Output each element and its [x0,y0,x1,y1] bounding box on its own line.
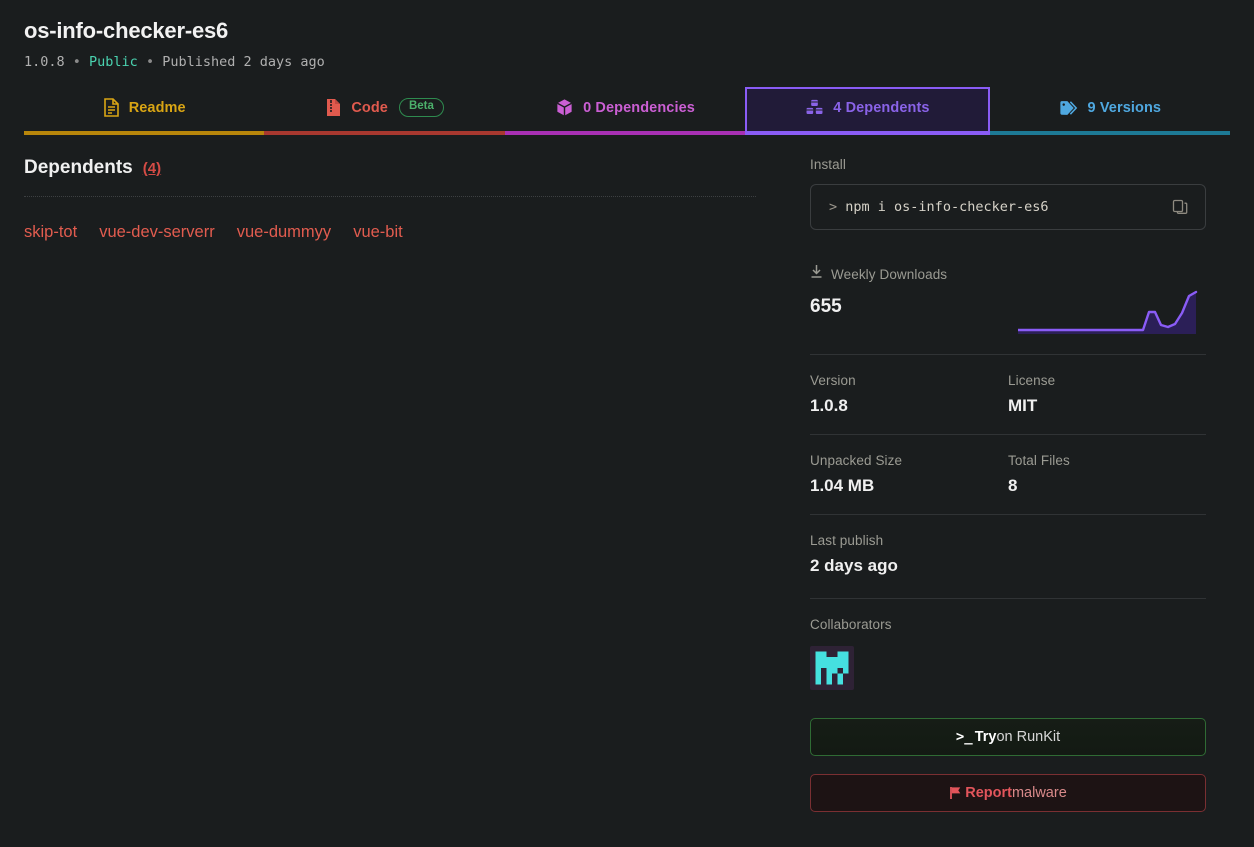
tab-dependencies-underline [504,131,746,135]
tab-dependencies-label: 0 Dependencies [583,99,695,116]
last-publish-block: Last publish 2 days ago [810,515,1206,576]
dependents-heading: Dependents (4) [24,157,756,179]
page-body: Dependents (4) skip-tot vue-dev-serverr … [0,157,1254,812]
total-files-label: Total Files [1008,453,1070,468]
tab-versions-label: 9 Versions [1087,99,1162,116]
last-publish-value: 2 days ago [810,556,898,575]
package-tabs: Readme Code Beta 0 Dependen [0,87,1254,135]
runkit-label-rest: on RunKit [996,729,1061,745]
malware-label-rest: malware [1011,785,1067,801]
unpacked-size-value: 1.04 MB [810,476,875,495]
beta-badge: Beta [398,98,444,117]
dependents-list: skip-tot vue-dev-serverr vue-dummyy vue-… [24,223,756,242]
main-column: Dependents (4) skip-tot vue-dev-serverr … [24,157,786,812]
tab-code[interactable]: Code Beta [264,87,505,135]
unpacked-size-block: Unpacked Size 1.04 MB [810,435,1008,496]
flag-icon [949,786,962,800]
list-item[interactable]: vue-dummyy [236,223,332,241]
total-files-block: Total Files 8 [1008,435,1206,496]
meta-published: Published 2 days ago [162,54,325,70]
tab-dependencies[interactable]: 0 Dependencies [504,87,746,135]
license-value: MIT [1008,396,1038,415]
list-item[interactable]: vue-dev-serverr [99,223,215,241]
install-label: Install [810,157,846,172]
collaborators-label: Collaborators [810,617,892,632]
weekly-downloads-header: Weekly Downloads [810,264,1206,284]
tab-readme-underline [24,131,265,135]
version-license-row: Version 1.0.8 License MIT [810,355,1206,416]
code-file-icon [325,98,342,117]
runkit-label-strong: Try [974,729,997,745]
tags-icon [1059,99,1079,117]
tab-versions-underline [989,131,1231,135]
list-item[interactable]: skip-tot [24,223,78,241]
dependents-title: Dependents [24,157,133,178]
collaborators-block: Collaborators [810,599,1206,690]
tab-readme[interactable]: Readme [24,87,265,135]
cube-icon [555,98,574,117]
terminal-prompt-icon: >_ [955,729,973,745]
weekly-downloads-row: 655 [810,290,1206,336]
dependents-divider [24,196,756,197]
downloads-sparkline-chart [1018,290,1198,334]
page-title: os-info-checker-es6 [24,18,229,43]
version-label: Version [810,373,856,388]
meta-sep-1: • [64,54,90,70]
weekly-downloads-label: Weekly Downloads [831,266,948,282]
tab-versions[interactable]: 9 Versions [989,87,1231,135]
last-publish-label: Last publish [810,533,884,548]
tab-dependents[interactable]: 4 Dependents [745,87,990,135]
avatar[interactable] [810,646,854,690]
package-meta: 1.0.8 • Public • Published 2 days ago [24,53,1230,71]
size-files-row: Unpacked Size 1.04 MB Total Files 8 [810,435,1206,496]
weekly-downloads-value: 655 [810,296,842,317]
tab-dependents-underline [747,131,988,135]
package-header: os-info-checker-es6 1.0.8 • Public • Pub… [0,0,1254,71]
report-malware-button[interactable]: Report malware [810,774,1206,812]
malware-label-strong: Report [965,785,1012,801]
sidebar-divider-3 [810,514,1206,515]
sidebar-divider-1 [810,354,1206,355]
meta-visibility: Public [89,54,138,70]
version-value: 1.0.8 [810,396,848,415]
sidebar: Install > npm i os-info-checker-es6 [786,157,1206,812]
tab-code-underline [264,131,505,135]
install-command-value: npm i os-info-checker-es6 [845,199,1049,215]
blocks-icon [805,98,824,117]
sidebar-divider-4 [810,598,1206,599]
meta-version: 1.0.8 [24,54,65,70]
copy-icon[interactable] [1169,196,1191,218]
list-item[interactable]: vue-bit [353,223,403,241]
dependents-count-link[interactable]: (4) [142,160,162,177]
tab-readme-label: Readme [128,99,186,116]
license-block: License MIT [1008,355,1206,416]
tab-code-label: Code [351,99,388,116]
meta-sep-2: • [137,54,163,70]
sidebar-divider-2 [810,434,1206,435]
download-icon [810,264,823,284]
total-files-value: 8 [1008,476,1018,495]
install-command-box[interactable]: > npm i os-info-checker-es6 [810,184,1206,230]
unpacked-size-label: Unpacked Size [810,453,903,468]
license-label: License [1008,373,1056,388]
version-block: Version 1.0.8 [810,355,1008,416]
tab-dependents-label: 4 Dependents [833,99,930,116]
document-icon [103,98,120,117]
terminal-prompt: > [829,199,838,215]
install-command-text: > npm i os-info-checker-es6 [829,199,1157,215]
try-on-runkit-button[interactable]: >_ Try on RunKit [810,718,1206,756]
